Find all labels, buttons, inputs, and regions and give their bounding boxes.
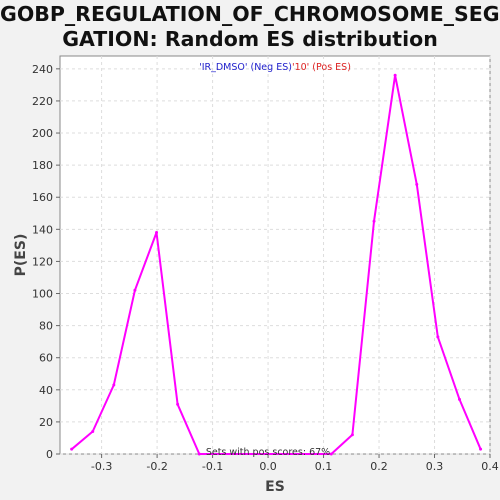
legend: 'IR_DMSO' (Neg ES)'10' (Pos ES) — [199, 62, 351, 73]
x-tick-label: -0.2 — [146, 460, 167, 473]
series-group — [70, 73, 483, 456]
y-tick-label: 20 — [39, 416, 53, 429]
y-tick-label: 0 — [46, 448, 53, 461]
y-tick-label: 200 — [32, 127, 53, 140]
data-point — [329, 452, 333, 456]
data-point — [176, 402, 180, 406]
data-point — [112, 383, 116, 387]
data-point — [436, 335, 440, 339]
x-tick-label: -0.1 — [202, 460, 223, 473]
data-point — [155, 231, 159, 235]
footnote: Sets with pos scores: 67% — [206, 447, 330, 458]
y-tick-label: 180 — [32, 159, 53, 172]
chart-title: GOBP_REGULATION_OF_CHROMOSOME_SEGRE GATI… — [0, 2, 500, 52]
plot-area — [59, 55, 491, 455]
y-tick-label: 120 — [32, 255, 53, 268]
x-tick-label: 0.3 — [426, 460, 444, 473]
data-point — [457, 397, 461, 401]
grid-lines — [60, 56, 491, 455]
y-tick-label: 100 — [32, 288, 53, 301]
data-point — [393, 73, 397, 77]
x-tick-label: 0.1 — [315, 460, 333, 473]
y-tick-label: 160 — [32, 191, 53, 204]
y-tick-label: 140 — [32, 223, 53, 236]
axes: 0 20 40 60 80 100 120 140 160 180 200 220 240 -0.3 -0.… — [32, 63, 499, 473]
x-tick-label: 0.2 — [370, 460, 388, 473]
data-point — [91, 430, 95, 434]
x-tick-label: -0.3 — [91, 460, 112, 473]
y-tick-label: 60 — [39, 352, 53, 365]
y-tick-label: 240 — [32, 63, 53, 76]
y-axis-label: P(ES) — [13, 234, 29, 277]
legend-pos-es: '10' (Pos ES) — [292, 62, 351, 73]
y-tick-label: 80 — [39, 320, 53, 333]
y-tick-label: 40 — [39, 384, 53, 397]
y-tick-label: 220 — [32, 95, 53, 108]
data-point — [70, 447, 74, 451]
data-point — [197, 452, 201, 456]
x-axis-label: ES — [265, 479, 285, 495]
data-point — [479, 447, 483, 451]
x-tick-label: 0.4 — [481, 460, 499, 473]
data-point — [372, 219, 376, 223]
chart-title-line2: GATION: Random ES distribution — [62, 27, 438, 51]
legend-neg-es: 'IR_DMSO' (Neg ES) — [199, 62, 292, 73]
data-point — [350, 433, 354, 437]
data-point — [415, 182, 419, 186]
x-tick-label: 0.0 — [259, 460, 277, 473]
chart-title-line1: GOBP_REGULATION_OF_CHROMOSOME_SEGRE — [0, 2, 500, 26]
data-point — [133, 288, 137, 292]
